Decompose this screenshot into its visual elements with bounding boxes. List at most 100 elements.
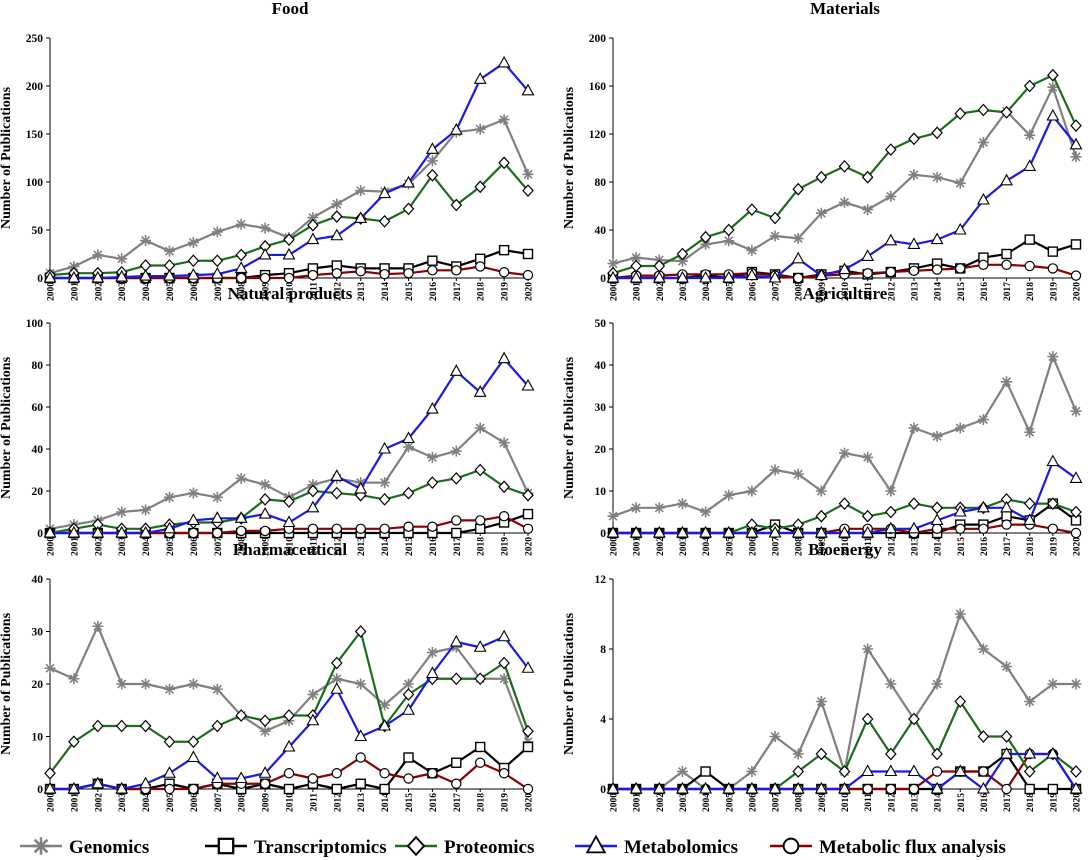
data-point-proteomics bbox=[954, 107, 967, 120]
data-point-proteomics bbox=[884, 747, 897, 761]
data-point-genomics bbox=[977, 136, 989, 148]
data-point-proteomics bbox=[1000, 730, 1013, 743]
series-metabolomics bbox=[43, 55, 535, 283]
x-tick-label: 2018 bbox=[477, 282, 487, 301]
data-point-metabolomics bbox=[354, 481, 368, 494]
y-tick-label: 80 bbox=[595, 177, 607, 189]
x-tick-label: 2002 bbox=[94, 537, 104, 556]
x-tick-label: 2017 bbox=[453, 282, 463, 301]
data-point-genomics bbox=[474, 123, 486, 135]
x-tick-label: 2019 bbox=[1049, 793, 1059, 812]
data-point-metabolomics bbox=[1069, 781, 1083, 794]
x-tick-label: 2006 bbox=[748, 793, 758, 812]
data-point-genomics bbox=[954, 177, 966, 189]
legend-item-genomics: Genomics bbox=[20, 837, 149, 858]
data-point-genomics bbox=[862, 643, 874, 655]
data-point-proteomics bbox=[115, 719, 128, 733]
x-tick-label: 2019 bbox=[1049, 537, 1059, 556]
x-tick-label: 2014 bbox=[381, 793, 391, 812]
data-point-metabolomics bbox=[861, 525, 875, 538]
data-point-genomics bbox=[676, 255, 688, 267]
data-point-flux bbox=[307, 523, 319, 535]
data-point-flux bbox=[212, 527, 223, 539]
panel-pharmaceutical: Pharmaceutical 0 10 20 30 40 2000 2001 2002 2003 2… bbox=[0, 540, 535, 812]
y-axis-label: Number of Publications bbox=[562, 86, 577, 229]
x-tick-label: 2006 bbox=[190, 537, 200, 556]
data-point-flux bbox=[355, 523, 366, 535]
data-point-genomics bbox=[522, 168, 534, 180]
data-point-flux bbox=[955, 523, 966, 535]
data-point-proteomics bbox=[1023, 497, 1036, 510]
data-point-proteomics bbox=[1047, 497, 1059, 510]
data-point-proteomics bbox=[474, 672, 487, 686]
data-point-genomics bbox=[931, 430, 943, 442]
y-tick-label: 200 bbox=[26, 81, 44, 93]
data-point-transcriptomics bbox=[1001, 248, 1012, 260]
data-point-genomics bbox=[211, 491, 223, 503]
data-point-genomics bbox=[977, 643, 989, 655]
x-tick-label: 2011 bbox=[864, 537, 874, 556]
x-tick-label: 2008 bbox=[238, 537, 248, 556]
y-tick-label: 250 bbox=[26, 33, 44, 45]
data-point-metabolomics bbox=[838, 525, 851, 538]
data-point-metabolomics bbox=[953, 764, 967, 777]
data-point-proteomics bbox=[91, 719, 104, 733]
data-point-genomics bbox=[769, 464, 781, 476]
data-point-transcriptomics bbox=[700, 766, 711, 777]
data-point-metabolomics bbox=[907, 764, 921, 777]
data-point-metabolomics bbox=[306, 232, 320, 245]
data-point-genomics bbox=[140, 235, 152, 247]
data-point-metabolomics bbox=[676, 270, 689, 283]
data-point-genomics bbox=[498, 437, 510, 449]
data-point-metabolomics bbox=[838, 262, 851, 275]
data-point-genomics bbox=[792, 468, 804, 480]
data-point-genomics bbox=[211, 683, 223, 695]
data-point-genomics bbox=[355, 185, 367, 197]
data-point-metabolomics bbox=[768, 270, 782, 283]
data-point-genomics bbox=[403, 678, 414, 690]
data-point-metabolomics bbox=[606, 525, 620, 538]
legend-marker-flux bbox=[782, 837, 800, 855]
data-point-genomics bbox=[1001, 661, 1013, 672]
data-point-flux bbox=[955, 263, 966, 274]
x-tick-label: 2002 bbox=[94, 793, 104, 812]
x-tick-label: 2004 bbox=[142, 537, 152, 556]
data-point-metabolomics bbox=[163, 268, 176, 281]
x-tick-label: 2003 bbox=[679, 793, 689, 812]
x-tick-label: 2016 bbox=[980, 537, 990, 556]
data-point-flux bbox=[355, 752, 366, 763]
data-point-genomics bbox=[307, 212, 319, 224]
data-point-proteomics bbox=[474, 180, 487, 194]
data-point-flux bbox=[522, 269, 534, 281]
data-point-metabolomics bbox=[768, 781, 782, 794]
data-point-flux bbox=[331, 768, 342, 779]
data-point-genomics bbox=[379, 699, 391, 711]
data-point-flux bbox=[475, 757, 486, 768]
y-tick-label: 150 bbox=[26, 129, 44, 141]
data-point-metabolomics bbox=[497, 629, 511, 642]
data-point-proteomics bbox=[330, 656, 343, 670]
data-point-genomics bbox=[68, 673, 80, 685]
y-tick-label: 30 bbox=[595, 402, 607, 414]
data-point-proteomics bbox=[861, 170, 874, 184]
data-point-genomics bbox=[426, 155, 438, 167]
data-point-metabolomics bbox=[1046, 454, 1060, 467]
data-point-metabolomics bbox=[699, 781, 713, 794]
data-point-metabolomics bbox=[378, 186, 392, 199]
series-metabolomics bbox=[606, 454, 1083, 538]
data-point-genomics bbox=[908, 169, 920, 181]
y-tick-label: 120 bbox=[589, 129, 607, 141]
data-point-genomics bbox=[1024, 129, 1036, 141]
data-point-genomics bbox=[187, 236, 199, 248]
data-point-genomics bbox=[977, 414, 989, 426]
x-tick-label: 2003 bbox=[118, 793, 128, 812]
x-tick-label: 2002 bbox=[656, 282, 666, 301]
data-point-flux bbox=[498, 511, 510, 522]
x-tick-label: 2005 bbox=[166, 282, 176, 301]
y-tick-label: 8 bbox=[600, 644, 606, 656]
data-point-flux bbox=[931, 264, 943, 275]
data-point-proteomics bbox=[977, 103, 990, 117]
x-tick-label: 2011 bbox=[309, 282, 319, 301]
x-tick-label: 2019 bbox=[1049, 282, 1059, 301]
data-point-genomics bbox=[931, 171, 943, 183]
